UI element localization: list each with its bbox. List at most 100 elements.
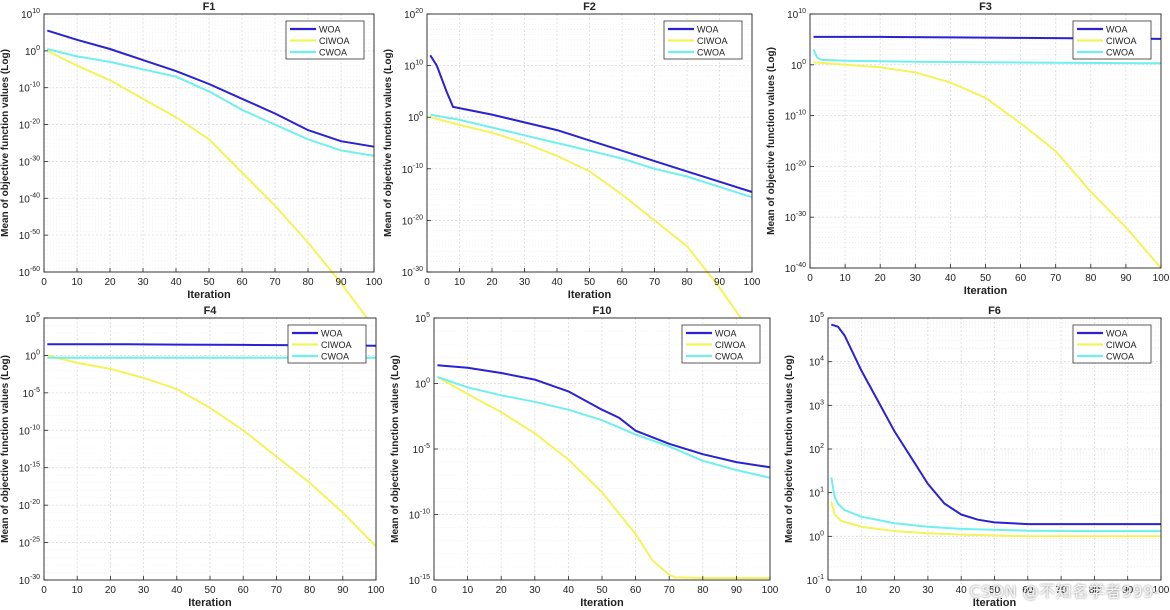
- y-axis-label: Mean of objective function values (Log): [383, 49, 394, 237]
- x-tick-label: 90: [731, 585, 743, 596]
- chart-title: F6: [988, 305, 1001, 317]
- y-tick-exponent: -40: [30, 192, 40, 199]
- y-tick-label: 105: [809, 312, 824, 325]
- y-tick-exponent: 1: [820, 487, 824, 494]
- legend-label-ciwoa: CIWOA: [715, 340, 746, 350]
- watermark: CSDN @不知名学者999-: [969, 582, 1160, 601]
- chart-title: F2: [583, 1, 596, 13]
- y-tick-label: 102: [809, 443, 824, 456]
- legend-label-woa: WOA: [1106, 329, 1128, 339]
- y-tick-label: 100: [25, 349, 40, 362]
- series-line-ciwoa: [46, 50, 375, 328]
- y-tick-label: 1010: [404, 60, 423, 73]
- y-tick-exponent: 0: [820, 530, 824, 537]
- y-tick-exponent: 10: [415, 60, 423, 67]
- x-tick-label: 40: [170, 277, 182, 288]
- x-tick-label: 50: [989, 585, 1001, 596]
- y-tick-exponent: -5: [424, 443, 430, 450]
- x-tick-label: 70: [649, 277, 661, 288]
- x-axis-label: Iteration: [187, 289, 231, 301]
- y-tick-exponent: -10: [796, 110, 806, 117]
- x-tick-label: 50: [596, 585, 608, 596]
- y-tick-exponent: 20: [415, 8, 423, 15]
- legend-label-cwoa: CWOA: [697, 48, 725, 58]
- y-tick-label: 10-5: [413, 443, 430, 456]
- chart-f3: 0 10 20 30 40 50 60 70 80 90 100101010010-1010-201…: [766, 1, 1170, 297]
- x-tick-label: 40: [945, 273, 957, 284]
- x-tick-label: 30: [519, 277, 531, 288]
- y-tick-exponent: 5: [820, 312, 824, 319]
- x-tick-label: 0: [825, 585, 831, 596]
- x-axis-label: Iteration: [568, 289, 612, 301]
- y-tick-exponent: -10: [413, 163, 423, 170]
- y-tick-exponent: 5: [36, 312, 40, 319]
- x-tick-label: 10: [454, 277, 466, 288]
- y-tick-label: 10-30: [785, 211, 806, 224]
- series-line-ciwoa: [430, 116, 753, 335]
- y-tick-label: 100: [25, 45, 40, 58]
- y-tick-label: 104: [809, 356, 824, 369]
- series-line-cwoa: [830, 477, 1161, 533]
- x-tick-label: 100: [762, 585, 779, 596]
- y-tick-label: 10-50: [19, 229, 40, 242]
- series-line-woa: [831, 323, 1161, 526]
- series-line-woa: [437, 364, 771, 469]
- x-tick-label: 30: [137, 277, 149, 288]
- y-tick-label: 10-10: [402, 163, 423, 176]
- y-tick-exponent: 0: [802, 59, 806, 66]
- x-tick-label: 60: [236, 277, 248, 288]
- x-tick-label: 20: [496, 585, 508, 596]
- y-tick-label: 100: [791, 59, 806, 72]
- x-tick-label: 0: [807, 273, 813, 284]
- x-tick-label: 90: [335, 277, 347, 288]
- y-axis-label: Mean of objective function values (Log): [0, 49, 11, 237]
- chart-title: F3: [979, 1, 992, 13]
- chart-title: F4: [204, 305, 218, 317]
- y-tick-label: 100: [415, 378, 430, 391]
- x-tick-label: 0: [424, 277, 430, 288]
- y-tick-exponent: -10: [30, 424, 40, 431]
- y-tick-label: 10-25: [19, 537, 40, 550]
- y-tick-exponent: 0: [426, 378, 430, 385]
- y-tick-exponent: -15: [30, 462, 40, 469]
- x-tick-label: 50: [980, 273, 992, 284]
- y-tick-exponent: -20: [30, 499, 40, 506]
- y-tick-exponent: -5: [34, 387, 40, 394]
- x-tick-label: 50: [203, 277, 215, 288]
- y-tick-exponent: -30: [796, 211, 806, 218]
- chart-f6: 0 10 20 30 40 50 60 70 80 90 100105104103102101100…: [784, 305, 1170, 609]
- y-tick-label: 10-30: [19, 155, 40, 168]
- chart-f4: 0 10 20 30 40 50 60 70 80 90 10010510010-510-1010-…: [0, 305, 385, 609]
- y-axis-label: Mean of objective function values (Log): [390, 355, 401, 543]
- y-tick-exponent: 10: [798, 8, 806, 15]
- chart-f2: 0 10 20 30 40 50 60 70 80 90 1001020101010010-1010…: [383, 1, 761, 335]
- y-tick-exponent: 3: [820, 399, 824, 406]
- x-tick-label: 60: [1015, 273, 1027, 284]
- y-tick-exponent: -30: [30, 155, 40, 162]
- y-tick-label: 10-20: [402, 214, 423, 227]
- y-tick-exponent: -30: [413, 266, 423, 273]
- x-tick-label: 60: [616, 277, 628, 288]
- x-tick-label: 10: [462, 585, 474, 596]
- x-tick-label: 20: [875, 273, 887, 284]
- x-tick-label: 30: [910, 273, 922, 284]
- y-tick-label: 10-20: [19, 119, 40, 132]
- x-tick-label: 70: [1050, 273, 1062, 284]
- series-line-cwoa: [47, 48, 375, 157]
- x-tick-label: 60: [1022, 585, 1034, 596]
- chart-title: F1: [203, 1, 216, 13]
- y-tick-exponent: -20: [796, 160, 806, 167]
- series-line-cwoa: [430, 113, 753, 199]
- y-tick-exponent: 0: [36, 45, 40, 52]
- y-tick-exponent: -40: [796, 262, 806, 269]
- series-line-woa: [47, 29, 375, 148]
- series-line-ciwoa: [813, 61, 1162, 269]
- x-tick-label: 30: [922, 585, 934, 596]
- x-tick-label: 70: [271, 585, 283, 596]
